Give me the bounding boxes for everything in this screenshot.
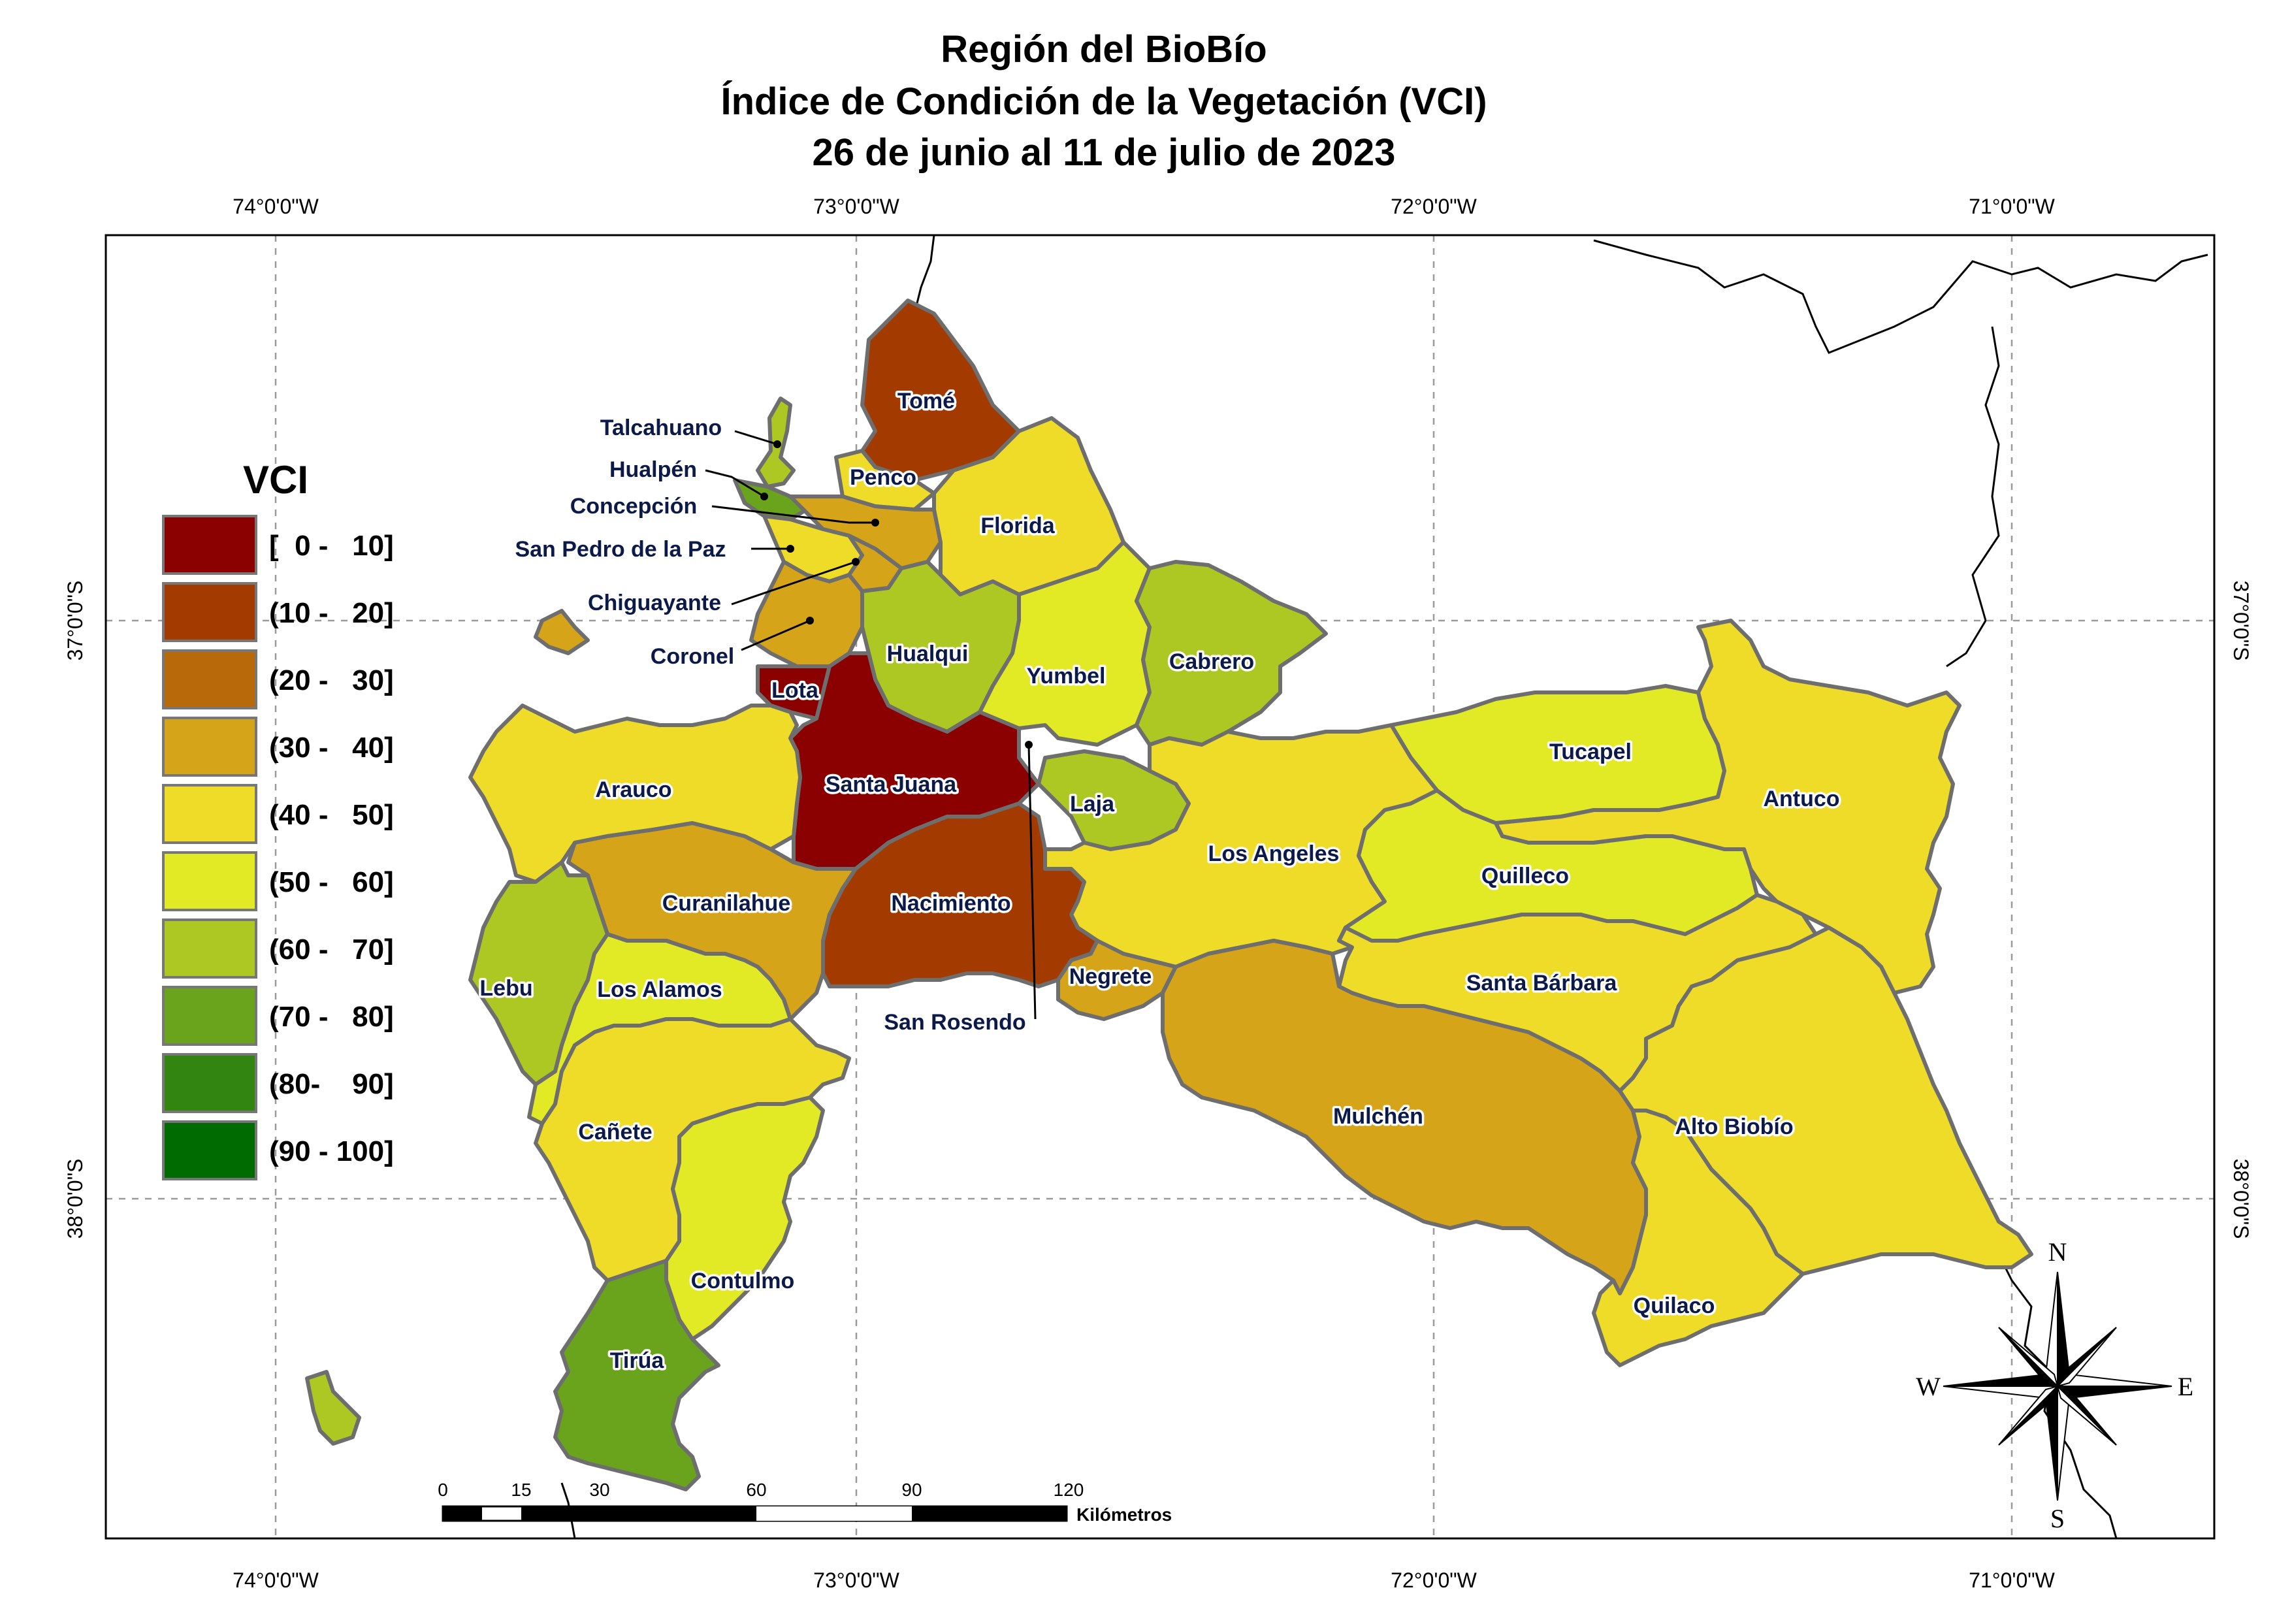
label-alto-biobio: Alto Biobío — [1675, 1114, 1793, 1139]
label-canete: Cañete — [578, 1120, 652, 1145]
scale-tick-0: 0 — [438, 1480, 448, 1500]
label-hualpen: Hualpén — [609, 457, 697, 482]
label-yumbel: Yumbel — [1027, 664, 1106, 689]
legend-swatch-1 — [162, 582, 257, 642]
comuna-tirua[interactable] — [553, 1259, 720, 1491]
lat-label-right-37: 37°0'0"S — [2229, 581, 2253, 661]
comunas-layer — [305, 299, 2033, 1491]
scale-tick-60: 60 — [746, 1480, 766, 1500]
legend-swatch-7 — [162, 986, 257, 1046]
label-mulchen: Mulchén — [1333, 1104, 1423, 1129]
compass-s: S — [2050, 1504, 2065, 1533]
scale-unit: Kilómetros — [1076, 1504, 1172, 1525]
label-san-pedro: San Pedro de la Paz — [515, 537, 726, 562]
label-quilaco: Quilaco — [1634, 1293, 1715, 1318]
lon-label-bottom-72: 72°0'0"W — [1391, 1568, 1477, 1592]
legend-swatch-6 — [162, 918, 257, 979]
legend: VCI [ 0 - 10] (10 - 20] (20 - 30] (30 - … — [162, 458, 394, 1180]
compass-rose-icon — [1943, 1271, 2172, 1501]
label-nacimiento: Nacimiento — [891, 891, 1010, 916]
map-title-line1: Región del BioBío — [941, 28, 1267, 71]
map-title-line3: 26 de junio al 11 de julio de 2023 — [813, 131, 1396, 174]
label-talcahuano: Talcahuano — [600, 415, 722, 440]
compass-n: N — [2048, 1237, 2067, 1267]
legend-swatch-4 — [162, 784, 257, 844]
compass-w: W — [1916, 1372, 1941, 1401]
legend-swatch-0 — [162, 515, 257, 575]
compass-e: E — [2178, 1372, 2193, 1401]
label-los-angeles: Los Angeles — [1208, 841, 1340, 866]
lat-label-right-38: 38°0'0"S — [2229, 1159, 2253, 1239]
label-coronel: Coronel — [651, 644, 734, 669]
legend-swatches — [162, 515, 257, 1180]
map-border — [105, 234, 2216, 1540]
label-tirua: Tirúa — [610, 1348, 665, 1373]
comuna-coronel-island — [534, 609, 590, 655]
scale-tick-120: 120 — [1054, 1480, 1084, 1500]
label-concepcion: Concepción — [570, 494, 698, 519]
map-frame — [105, 234, 2216, 1540]
lon-label-bottom-74: 74°0'0"W — [233, 1568, 319, 1592]
lon-label-top-74: 74°0'0"W — [233, 195, 319, 218]
legend-swatch-9 — [162, 1120, 257, 1180]
legend-label-2: (20 - 30] — [269, 664, 394, 696]
scale-tick-30: 30 — [589, 1480, 609, 1500]
north-arrow: N S E W — [1916, 1237, 2193, 1533]
label-florida: Florida — [980, 513, 1055, 538]
label-lota: Lota — [771, 678, 819, 703]
label-contulmo: Contulmo — [691, 1269, 795, 1293]
legend-swatch-2 — [162, 649, 257, 709]
legend-label-9: (90 - 100] — [269, 1135, 394, 1167]
legend-label-7: (70 - 80] — [269, 1001, 394, 1033]
comuna-contulmo[interactable] — [664, 1096, 825, 1341]
legend-swatch-5 — [162, 851, 257, 911]
legend-label-6: (60 - 70] — [269, 934, 394, 966]
label-antuco: Antuco — [1763, 787, 1839, 811]
lat-label-left-37: 37°0'0"S — [63, 581, 87, 661]
label-tucapel: Tucapel — [1549, 739, 1632, 764]
comuna-labels: Tomé Talcahuano Hualpén Penco Concepción… — [477, 387, 1842, 1376]
comuna-quilaco[interactable] — [1592, 1109, 1805, 1367]
scale-tick-90: 90 — [901, 1480, 922, 1500]
label-santa-juana: Santa Juana — [826, 772, 957, 797]
label-san-rosendo: San Rosendo — [884, 1010, 1025, 1035]
label-arauco: Arauco — [595, 777, 671, 802]
lon-label-top-72: 72°0'0"W — [1391, 195, 1477, 218]
label-santa-barbara: Santa Bárbara — [1466, 971, 1618, 996]
comuna-cabrero[interactable] — [1135, 560, 1328, 747]
legend-label-5: (50 - 60] — [269, 866, 394, 898]
lon-label-bottom-73: 73°0'0"W — [813, 1568, 899, 1592]
label-tome: Tomé — [897, 389, 955, 414]
label-los-alamos: Los Alamos — [597, 977, 722, 1002]
comuna-tirua-island — [305, 1370, 361, 1446]
legend-swatch-3 — [162, 717, 257, 777]
legend-label-0: [ 0 - 10] — [269, 530, 394, 562]
lon-label-top-71: 71°0'0"W — [1969, 195, 2055, 218]
label-penco: Penco — [850, 465, 916, 490]
scale-bar: 0 15 30 60 90 120 Kilómetros — [438, 1480, 1172, 1525]
legend-label-8: (80- 90] — [269, 1068, 394, 1100]
label-hualqui: Hualqui — [887, 641, 969, 666]
scale-tick-15: 15 — [511, 1480, 531, 1500]
legend-title: VCI — [243, 458, 308, 502]
leader-lines — [705, 430, 1037, 1020]
legend-label-3: (30 - 40] — [269, 732, 394, 764]
label-lebu: Lebu — [479, 976, 532, 1001]
lat-label-left-38: 38°0'0"S — [63, 1159, 87, 1239]
label-cabrero: Cabrero — [1169, 649, 1254, 674]
map-title-line2: Índice de Condición de la Vegetación (VC… — [720, 80, 1487, 123]
legend-label-1: (10 - 20] — [269, 597, 394, 629]
legend-label-4: (40 - 50] — [269, 799, 394, 831]
label-negrete: Negrete — [1069, 964, 1152, 989]
lon-label-bottom-71: 71°0'0"W — [1969, 1568, 2055, 1592]
label-chiguayante: Chiguayante — [588, 591, 721, 615]
label-curanilahue: Curanilahue — [662, 891, 790, 916]
legend-swatch-8 — [162, 1053, 257, 1113]
lon-label-top-73: 73°0'0"W — [813, 195, 899, 218]
label-quilleco: Quilleco — [1481, 864, 1569, 888]
comuna-arauco[interactable] — [468, 704, 802, 884]
label-laja: Laja — [1070, 792, 1115, 817]
